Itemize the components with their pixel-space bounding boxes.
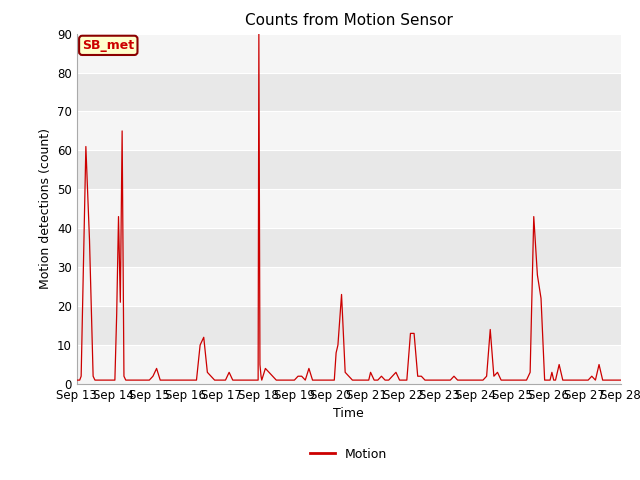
Text: SB_met: SB_met	[82, 39, 134, 52]
Bar	[77, 150, 621, 189]
X-axis label: Time: Time	[333, 408, 364, 420]
Bar	[77, 34, 621, 72]
Title: Counts from Motion Sensor: Counts from Motion Sensor	[245, 13, 452, 28]
Bar	[77, 72, 621, 111]
Legend: Motion: Motion	[305, 443, 392, 466]
Bar	[77, 111, 621, 150]
Bar	[77, 345, 621, 384]
Bar	[77, 267, 621, 306]
Bar	[77, 228, 621, 267]
Y-axis label: Motion detections (count): Motion detections (count)	[38, 128, 51, 289]
Bar	[77, 189, 621, 228]
Bar	[77, 306, 621, 345]
